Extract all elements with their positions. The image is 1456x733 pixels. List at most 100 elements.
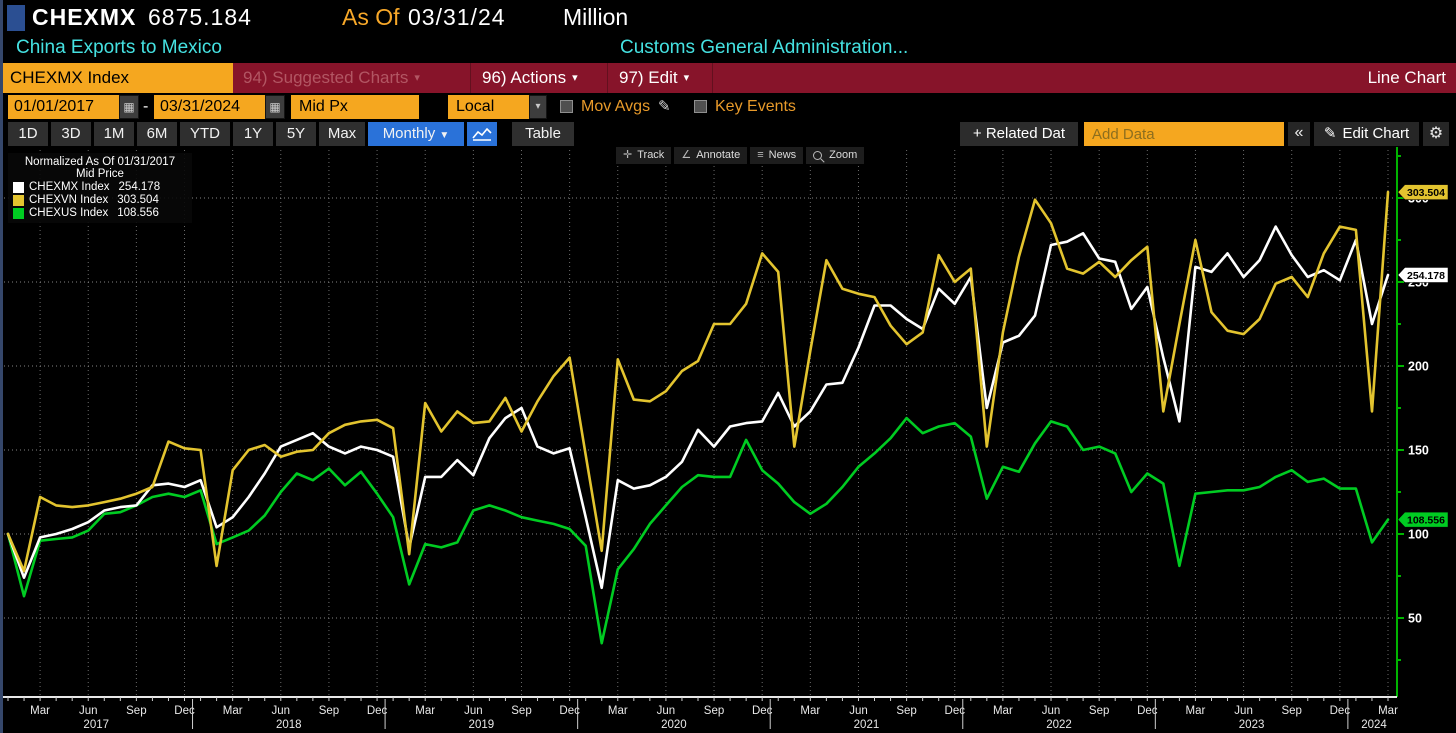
as-of-label: As Of — [342, 4, 400, 30]
svg-text:2020: 2020 — [661, 719, 687, 731]
value-tag-chexvn — [1397, 184, 1449, 200]
tab-3d[interactable]: 3D — [51, 122, 91, 146]
annotate-button[interactable]: ∠ Annotate — [674, 147, 748, 164]
magnifier-icon — [813, 151, 823, 160]
news-button[interactable]: ≡ News — [750, 147, 804, 164]
tab-table[interactable]: Table — [512, 122, 574, 146]
svg-text:Mar: Mar — [608, 705, 628, 717]
legend-title: Normalized As Of 01/31/2017 — [24, 156, 176, 168]
track-button[interactable]: ✛ Track — [616, 147, 672, 164]
zoom-button[interactable]: Zoom — [806, 147, 865, 164]
period-tabs: 1D 3D 1M 6M YTD 1Y 5Y Max Monthly ▼ Table — [8, 122, 574, 146]
suggested-charts-menu[interactable]: 94) Suggested Charts ▾ — [243, 63, 420, 93]
legend-swatch — [13, 181, 24, 193]
date-range-separator: - — [143, 98, 149, 115]
currency-select[interactable]: Local CCY — [448, 95, 529, 139]
key-events-checkbox[interactable] — [694, 100, 707, 113]
svg-text:303.504: 303.504 — [1407, 187, 1445, 199]
svg-text:Mar: Mar — [30, 705, 50, 717]
mov-avgs-label: Mov Avgs — [581, 98, 651, 115]
actions-menu[interactable]: 96) Actions ▾ — [482, 63, 578, 93]
svg-text:Sep: Sep — [1281, 705, 1301, 717]
svg-text:Mar: Mar — [415, 705, 435, 717]
related-data-button[interactable]: + Related Dat — [960, 122, 1078, 146]
y-axis: 50100150200250300 — [1396, 146, 1429, 697]
svg-text:150: 150 — [1408, 444, 1429, 458]
legend-item: CHEXUS Index 108.556 — [13, 207, 187, 219]
legend-series-name: CHEXUS Index — [29, 207, 109, 219]
x-axis: Mar Jun 2017 Sep Dec Mar Jun 2018 Sep Dec Mar Jun 20… — [0, 696, 1398, 731]
value-tag-chexus — [1397, 511, 1449, 528]
pencil-icon[interactable]: ✎ — [658, 98, 671, 115]
legend-item: CHEXVN Index 303.504 — [13, 194, 187, 206]
menu-divider — [607, 63, 608, 93]
series-line-chexmx — [6, 225, 1390, 590]
gear-icon[interactable]: ⚙ — [1423, 122, 1449, 146]
svg-text:Dec: Dec — [559, 705, 580, 717]
svg-text:Dec: Dec — [945, 705, 966, 717]
tab-ytd[interactable]: YTD — [180, 122, 230, 146]
ticker: CHEXMX — [32, 4, 137, 30]
legend-series-value: 254.178 — [118, 181, 161, 193]
edit-label: 97) Edit — [619, 68, 678, 87]
tab-6m[interactable]: 6M — [137, 122, 177, 146]
angle-icon: ∠ — [681, 149, 692, 161]
date-to-field[interactable]: 03/31/2024 — [154, 95, 265, 119]
edit-menu[interactable]: 97) Edit ▾ — [619, 63, 689, 93]
tab-1y[interactable]: 1Y — [233, 122, 273, 146]
collapse-chevrons-button[interactable]: « — [1288, 122, 1310, 146]
chevron-down-icon: ▼ — [439, 130, 450, 141]
tab-1d[interactable]: 1D — [8, 122, 48, 146]
calendar-icon[interactable]: ▦ — [265, 95, 285, 119]
date-from-field[interactable]: 01/01/2017 — [8, 95, 119, 119]
add-data-input[interactable] — [1084, 122, 1284, 146]
svg-text:Jun: Jun — [464, 705, 483, 717]
svg-text:2017: 2017 — [83, 719, 109, 731]
value-tag-chexmx — [1397, 267, 1449, 283]
chart-type-label: Line Chart — [1367, 68, 1446, 87]
grid — [0, 146, 1397, 697]
svg-text:2022: 2022 — [1046, 719, 1072, 731]
legend-item: CHEXMX Index 254.178 — [13, 181, 187, 193]
tab-max[interactable]: Max — [319, 122, 365, 146]
edit-chart-button[interactable]: ✎ Edit Chart — [1314, 122, 1419, 146]
price-field-select[interactable]: Mid Px — [291, 95, 419, 119]
tool-label: Track — [637, 149, 665, 161]
svg-text:Dec: Dec — [1137, 705, 1158, 717]
last-value-tags: 254.178 303.504 108.556 — [1397, 184, 1449, 528]
svg-text:50: 50 — [1408, 612, 1422, 626]
tab-1m[interactable]: 1M — [94, 122, 134, 146]
svg-text:Mar: Mar — [1186, 705, 1206, 717]
series-line-chexvn — [6, 190, 1390, 573]
legend-subtitle: Mid Price — [76, 168, 124, 180]
svg-text:Mar: Mar — [993, 705, 1013, 717]
legend-series-value: 303.504 — [117, 194, 159, 206]
tab-5y[interactable]: 5Y — [276, 122, 316, 146]
calendar-icon[interactable]: ▦ — [119, 95, 139, 119]
chart-legend: Normalized As Of 01/31/2017 Mid Price CH… — [8, 153, 192, 223]
chevron-down-icon[interactable]: ▾ — [529, 95, 547, 119]
frequency-dropdown[interactable]: Monthly ▼ — [368, 122, 464, 146]
suggested-charts-label: 94) Suggested Charts — [243, 68, 409, 87]
chart-tools: ✛ Track ∠ Annotate ≡ News Zoom — [616, 147, 865, 164]
actions-label: 96) Actions — [482, 68, 567, 87]
series-lines — [6, 190, 1390, 645]
tool-label: Zoom — [829, 149, 858, 161]
line-chart-icon-button[interactable] — [467, 122, 497, 146]
security-field[interactable]: CHEXMX Index — [0, 63, 233, 93]
svg-text:2024: 2024 — [1361, 719, 1387, 731]
period-tab-bar: 1D 3D 1M 6M YTD 1Y 5Y Max Monthly ▼ Table + Relat… — [0, 121, 1456, 147]
svg-text:Jun: Jun — [1042, 705, 1061, 717]
svg-text:Mar: Mar — [800, 705, 820, 717]
svg-text:2018: 2018 — [276, 719, 302, 731]
mov-avgs-checkbox[interactable] — [560, 100, 573, 113]
svg-text:Dec: Dec — [752, 705, 773, 717]
chart-options-bar: 01/01/2017 ▦ - 03/31/2024 ▦ Mid Px Local… — [0, 93, 1456, 139]
svg-text:2021: 2021 — [854, 719, 880, 731]
window-edge — [0, 0, 3, 733]
svg-text:100: 100 — [1408, 528, 1429, 542]
tool-label: Annotate — [696, 149, 741, 161]
svg-text:Mar: Mar — [1378, 705, 1398, 717]
svg-text:Mar: Mar — [223, 705, 243, 717]
